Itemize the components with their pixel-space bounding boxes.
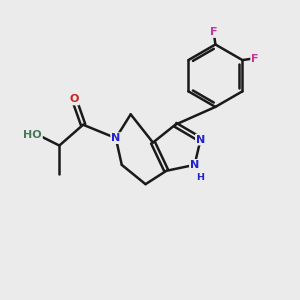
Text: H: H: [196, 173, 204, 182]
Text: N: N: [111, 133, 120, 143]
Text: N: N: [196, 135, 205, 145]
Text: F: F: [210, 27, 218, 37]
Text: N: N: [190, 160, 199, 170]
Text: HO: HO: [23, 130, 42, 140]
Text: F: F: [251, 54, 259, 64]
Text: O: O: [70, 94, 79, 104]
